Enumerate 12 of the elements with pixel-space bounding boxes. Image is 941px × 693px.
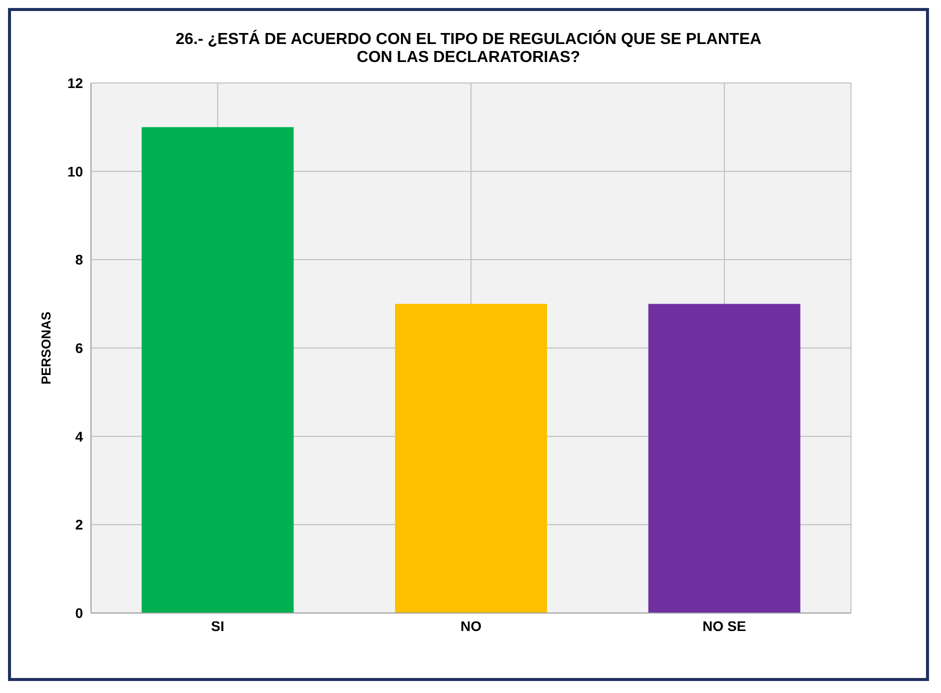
y-tick-label: 10 <box>67 163 84 180</box>
x-tick-label: NO SE <box>702 618 746 634</box>
y-tick-label: 4 <box>75 428 84 444</box>
y-tick-label: 8 <box>75 252 84 268</box>
chart-title: 26.- ¿ESTÁ DE ACUERDO CON EL TIPO DE REGULACIÓN QUE SE PLANTEA CON LAS DECLARATORIAS? <box>174 28 762 68</box>
y-axis-title: PERSONAS <box>38 311 54 384</box>
y-tick-label: 2 <box>75 516 84 533</box>
y-tick-label: 0 <box>75 604 84 621</box>
x-tick-label: NO <box>460 618 482 634</box>
y-tick-label: 6 <box>75 340 84 356</box>
y-tick-label: 12 <box>67 74 84 91</box>
x-tick-label: SI <box>211 618 224 634</box>
